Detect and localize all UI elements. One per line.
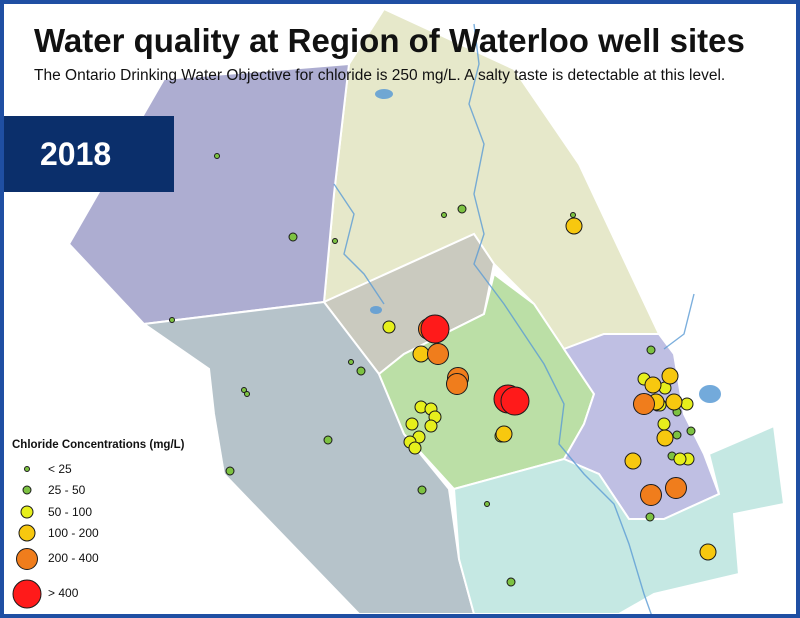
well-site-marker [646, 345, 656, 355]
river-west [333, 183, 385, 305]
well-site-marker [644, 376, 662, 394]
well-site-marker [169, 317, 175, 323]
well-site-marker [680, 397, 694, 411]
lake-central [370, 306, 382, 314]
well-site-marker [424, 419, 438, 433]
well-site-marker [420, 314, 450, 344]
well-site-marker [417, 485, 427, 495]
well-site-marker [241, 387, 247, 393]
well-site-marker [657, 417, 671, 431]
legend-label-50-100: 50 - 100 [48, 505, 93, 519]
lake-north [375, 89, 393, 99]
well-site-marker [427, 343, 449, 365]
well-site-marker [624, 452, 642, 470]
well-site-marker [356, 366, 366, 376]
legend-label-100-200: 100 - 200 [48, 526, 99, 540]
legend-swatch-4 [16, 548, 38, 570]
year-badge: 2018 [4, 116, 174, 192]
well-site-marker [570, 212, 576, 218]
well-site-marker [640, 484, 662, 506]
well-sites [169, 153, 717, 587]
legend-swatch-3 [18, 524, 36, 542]
map-title: Water quality at Region of Waterloo well… [34, 22, 745, 59]
well-site-marker [348, 359, 354, 365]
legend-label-lt25: < 25 [48, 462, 72, 476]
well-site-marker [665, 477, 687, 499]
well-site-marker [656, 429, 674, 447]
municipality-polygons [67, 7, 786, 614]
well-site-marker [382, 320, 396, 334]
river-east [663, 293, 695, 350]
well-site-marker [288, 232, 298, 242]
well-site-marker [225, 466, 235, 476]
well-site-marker [665, 393, 683, 411]
well-site-marker [446, 373, 468, 395]
river-main [468, 23, 652, 614]
south-east-township [452, 424, 786, 614]
well-site-marker [214, 153, 220, 159]
legend-label-25-50: 25 - 50 [48, 483, 86, 497]
legend-swatches [12, 466, 42, 609]
well-site-marker [441, 212, 447, 218]
legend-label-gt400: > 400 [48, 586, 79, 600]
well-site-marker [699, 543, 717, 561]
water-features [333, 23, 695, 614]
well-site-marker [672, 430, 682, 440]
well-site-marker [412, 345, 430, 363]
well-site-marker [633, 393, 655, 415]
legend-swatch-5 [12, 579, 42, 609]
well-site-marker [244, 391, 250, 397]
legend-title: Chloride Concentrations (mg/L) [12, 439, 185, 451]
well-site-marker [686, 426, 696, 436]
well-site-marker [645, 512, 655, 522]
well-site-marker [457, 204, 467, 214]
region-map [12, 7, 786, 614]
map-subtitle: The Ontario Drinking Water Objective for… [34, 67, 726, 84]
well-site-marker [484, 501, 490, 507]
well-site-marker [661, 367, 679, 385]
legend-label-200-400: 200 - 400 [48, 551, 99, 565]
well-site-marker [332, 238, 338, 244]
well-site-marker [323, 435, 333, 445]
well-site-marker [408, 441, 422, 455]
well-site-marker [673, 452, 687, 466]
well-site-marker [565, 217, 583, 235]
well-site-marker [405, 417, 419, 431]
lakes [370, 89, 721, 403]
north-west-township [67, 62, 351, 326]
legend-swatch-1 [22, 485, 32, 495]
year-label: 2018 [40, 136, 112, 172]
well-site-marker [506, 577, 516, 587]
legend-swatch-0 [24, 466, 30, 472]
well-site-marker [495, 425, 513, 443]
legend-swatch-2 [20, 505, 34, 519]
well-site-marker [500, 386, 530, 416]
lake-east [699, 385, 721, 403]
